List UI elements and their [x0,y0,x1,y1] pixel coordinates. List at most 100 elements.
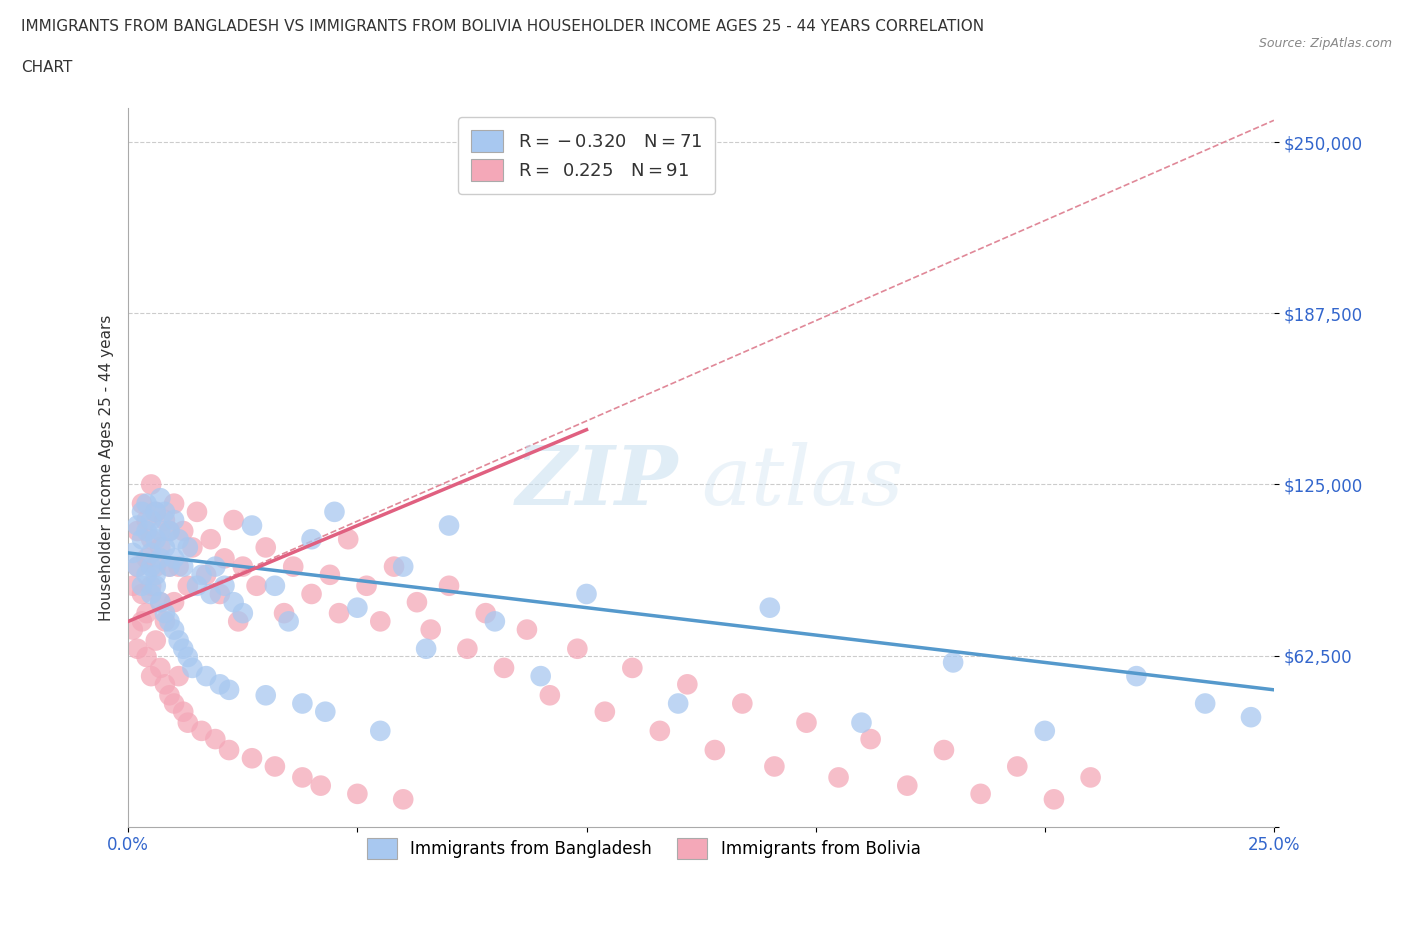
Point [153,504,176,519]
Point [121,622,143,637]
Point [896,778,918,793]
Point [135,497,157,512]
Point [135,567,157,582]
Point [676,677,699,692]
Point [731,696,754,711]
Point [177,540,200,555]
Point [763,759,786,774]
Point [226,614,249,629]
Point [149,491,172,506]
Text: ZIP: ZIP [516,442,678,522]
Point [1043,791,1066,806]
Point [153,540,176,555]
Point [177,578,200,593]
Point [145,567,167,582]
Point [135,649,157,664]
Point [1033,724,1056,738]
Point [145,532,167,547]
Point [208,677,231,692]
Point [406,595,429,610]
Point [195,567,218,582]
Point [163,551,186,565]
Text: Source: ZipAtlas.com: Source: ZipAtlas.com [1258,37,1392,50]
Point [492,660,515,675]
Point [131,587,153,602]
Point [1194,696,1216,711]
Point [222,512,245,527]
Point [204,559,226,574]
Point [141,532,163,547]
Point [172,704,194,719]
Point [932,742,955,757]
Point [328,605,350,620]
Point [141,512,163,527]
Point [127,642,149,657]
Point [195,669,218,684]
Point [240,751,263,765]
Point [135,512,157,527]
Point [323,504,346,519]
Point [172,559,194,574]
Point [159,614,181,629]
Point [131,504,153,519]
Point [153,614,176,629]
Point [264,759,287,774]
Point [190,724,212,738]
Point [232,559,254,574]
Point [163,497,186,512]
Point [245,578,267,593]
Point [703,742,725,757]
Point [145,504,167,519]
Point [264,578,287,593]
Point [851,715,873,730]
Point [200,587,222,602]
Point [131,578,153,593]
Point [159,524,181,538]
Point [149,595,172,610]
Point [153,605,176,620]
Point [474,605,496,620]
Point [437,578,460,593]
Point [141,578,163,593]
Point [277,614,299,629]
Point [666,696,689,711]
Point [437,518,460,533]
Point [141,669,163,684]
Point [177,715,200,730]
Point [254,688,277,703]
Point [172,642,194,657]
Point [131,614,153,629]
Point [200,532,222,547]
Point [538,688,561,703]
Point [167,532,190,547]
Point [575,587,598,602]
Point [621,660,644,675]
Point [484,614,506,629]
Point [167,633,190,648]
Point [131,497,153,512]
Point [337,532,360,547]
Point [121,546,143,561]
Point [415,642,437,657]
Point [127,518,149,533]
Point [149,551,172,565]
Point [149,660,172,675]
Point [530,669,553,684]
Point [159,559,181,574]
Point [567,642,589,657]
Point [214,551,236,565]
Point [135,605,157,620]
Point [204,732,226,747]
Text: atlas: atlas [702,442,904,522]
Point [181,660,204,675]
Point [218,742,240,757]
Point [131,532,153,547]
Point [356,578,378,593]
Point [190,567,212,582]
Point [141,559,163,574]
Y-axis label: Householder Income Ages 25 - 44 years: Householder Income Ages 25 - 44 years [100,314,114,620]
Point [368,724,391,738]
Point [314,704,336,719]
Point [392,559,415,574]
Point [382,559,405,574]
